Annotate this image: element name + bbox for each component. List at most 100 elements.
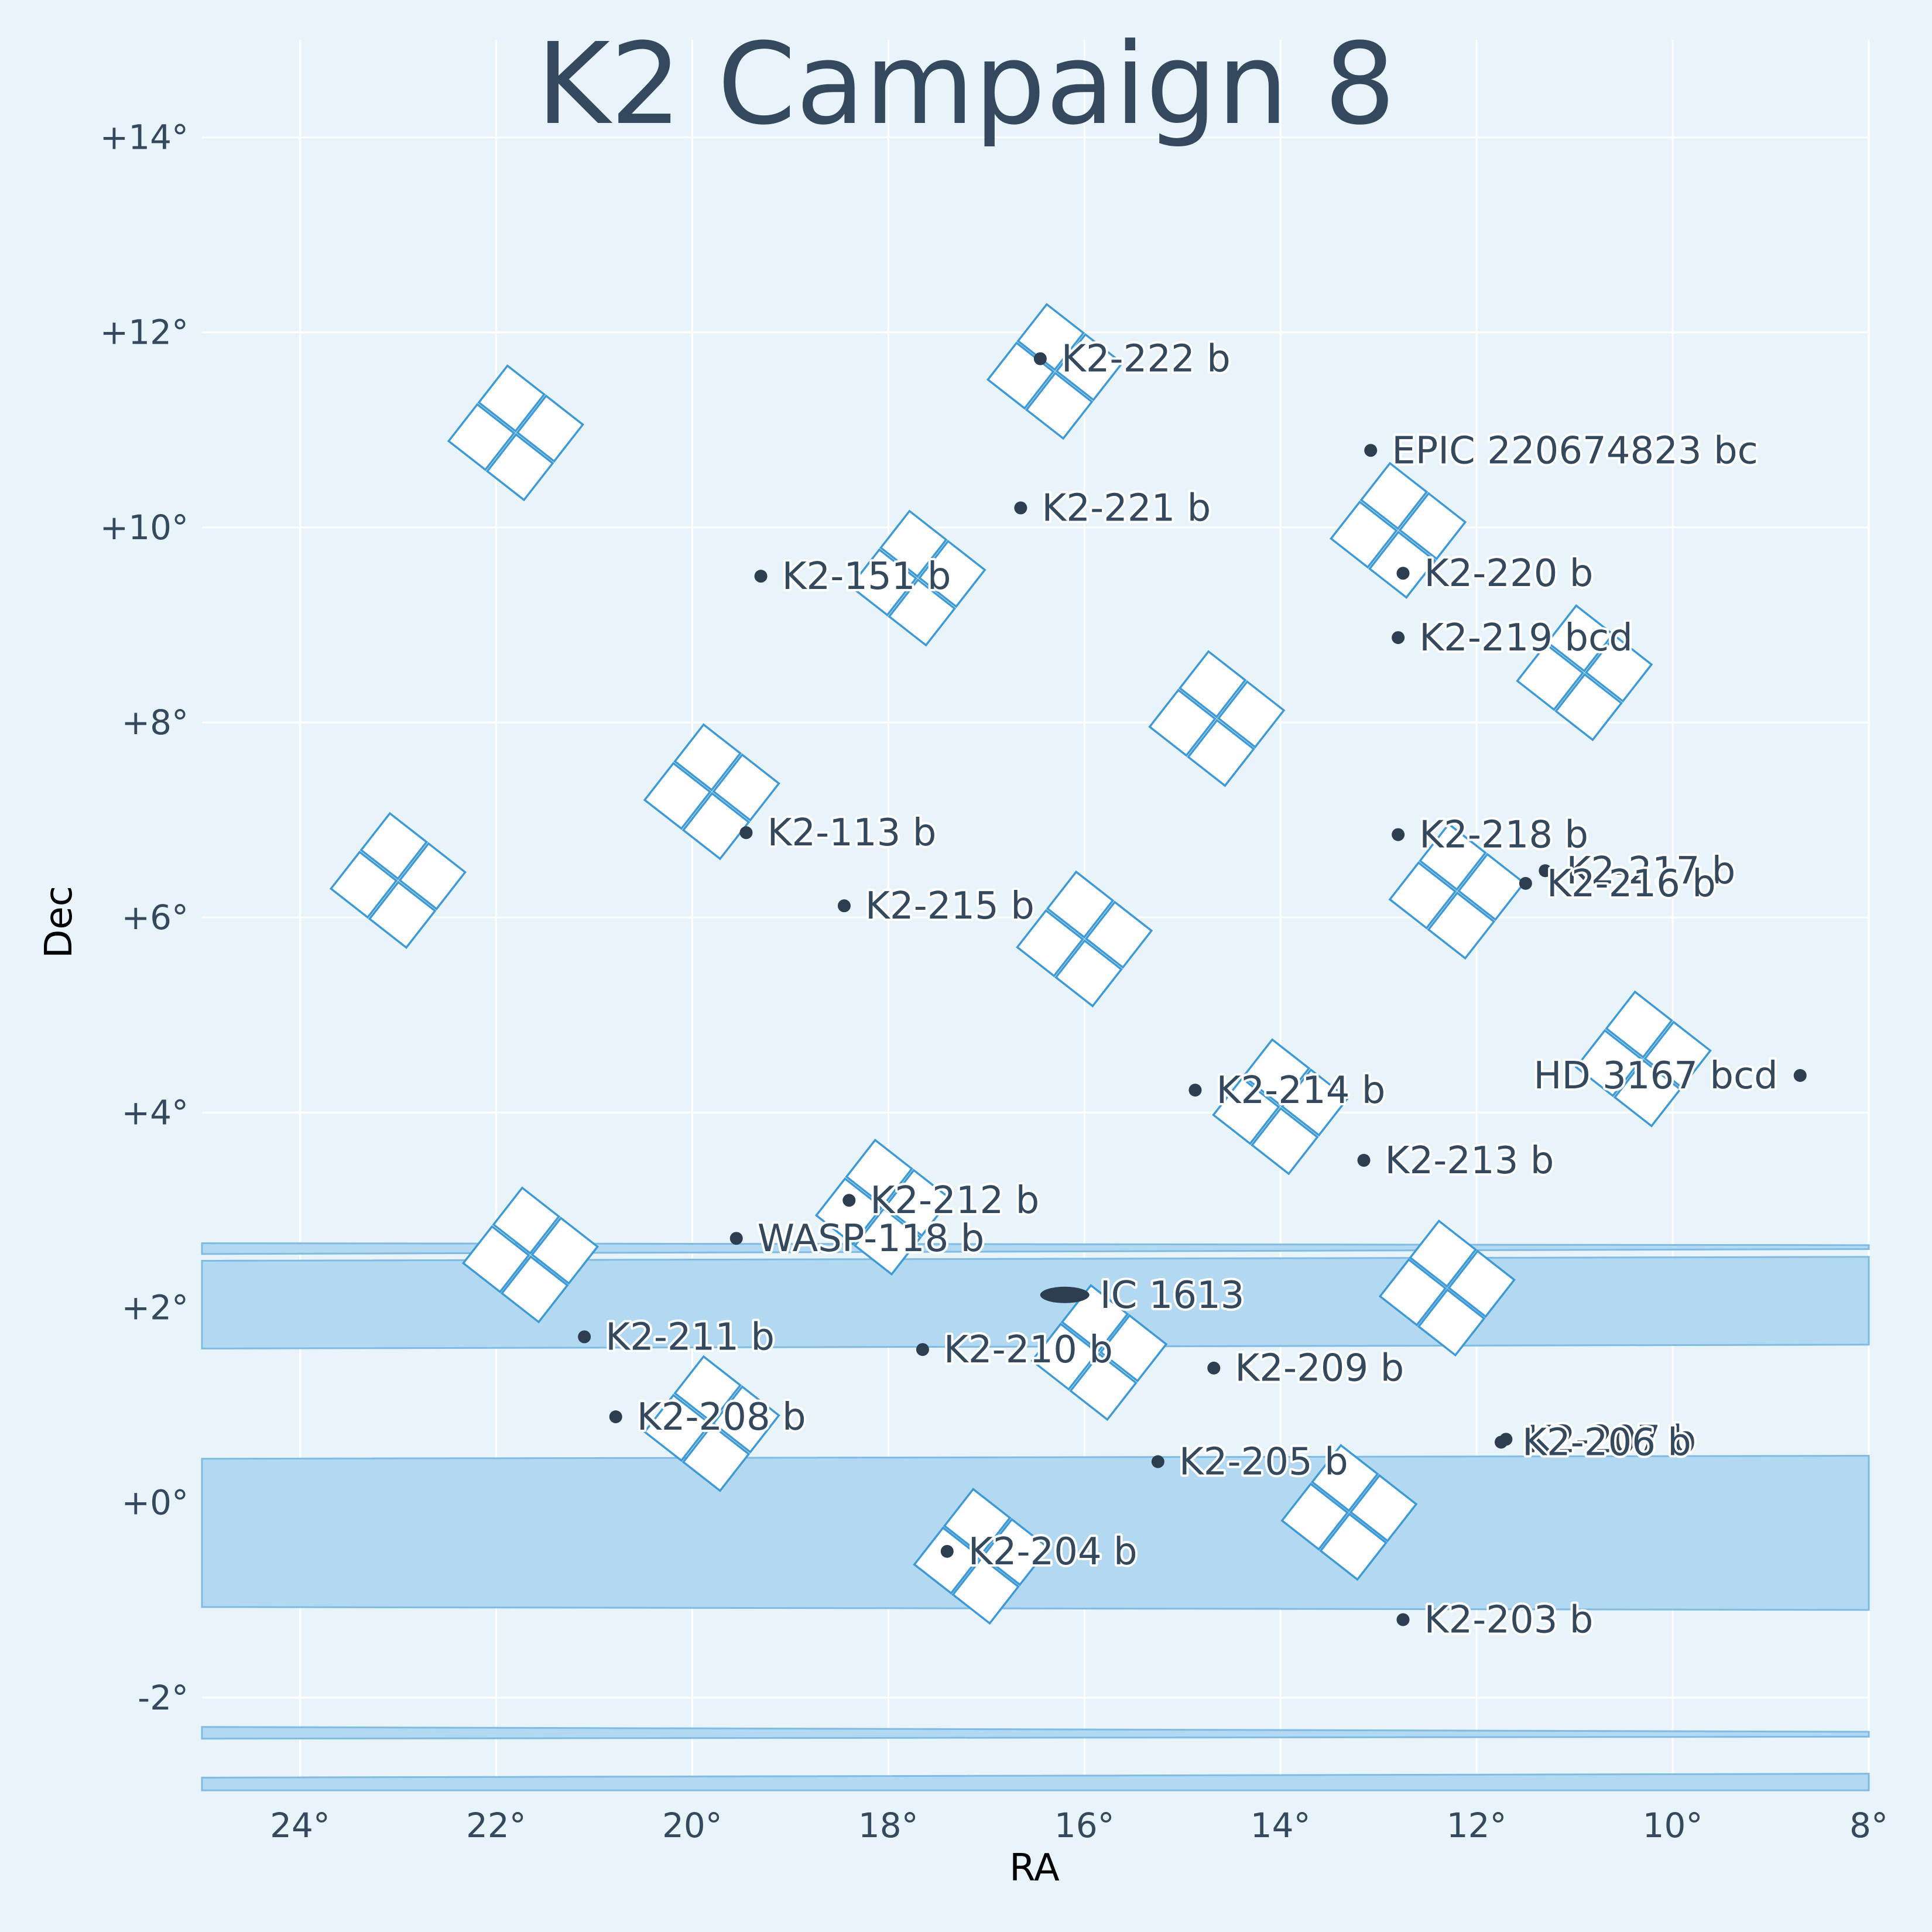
ccd-channel [1251, 1107, 1319, 1176]
planet-label: K2-205 b [1179, 1441, 1348, 1484]
ccd-module [1330, 461, 1467, 599]
x-tick-label: 24° [270, 1806, 330, 1845]
marker-layer: IC 1613 K2-222 b EPIC 220674823 bc K2-221 b… [578, 335, 1807, 1644]
planet-marker [1188, 1084, 1202, 1097]
planet-label: K2-207 b [1527, 1418, 1696, 1461]
ccd-channel [485, 433, 554, 502]
ccd-module [1148, 650, 1286, 787]
planet-label: EPIC 220674823 bc [1392, 429, 1758, 472]
ccd-module [1212, 1038, 1349, 1176]
ccd-channel [1643, 1020, 1712, 1089]
planet-label: K2-209 b [1235, 1347, 1404, 1390]
ccd-channel [1584, 634, 1653, 703]
ccd-channel [329, 850, 398, 919]
ccd-channel [359, 811, 429, 881]
planet-marker [1151, 1455, 1164, 1468]
ccd-channel [1574, 1029, 1643, 1098]
ccd-channel [461, 1225, 530, 1294]
ccd-module [1378, 1220, 1516, 1357]
ccd-channel [1030, 1323, 1099, 1391]
ccd-channel [673, 1355, 742, 1424]
ccd-channel [516, 394, 584, 463]
planet-marker [729, 1232, 743, 1245]
ccd-channel [951, 1556, 1020, 1625]
x-tick-label: 8° [1849, 1806, 1888, 1845]
x-tick-label: 16° [1054, 1806, 1115, 1845]
planet-marker [1357, 1153, 1371, 1167]
ccd-channel [673, 723, 742, 792]
ccd-channel [368, 881, 437, 949]
ccd-channel [913, 1526, 981, 1595]
y-tick-label: +2° [122, 1287, 189, 1327]
ccd-channel [681, 1424, 751, 1492]
chart-title: K2 Campaign 8 [536, 19, 1395, 150]
planet-label: K2-210 b [944, 1328, 1113, 1372]
y-tick-label: +14° [100, 118, 189, 157]
ccd-channel [849, 548, 918, 616]
ccd-channel [1178, 650, 1247, 718]
planet-label: K2-216 b [1547, 862, 1716, 906]
ccd-channel [398, 842, 467, 910]
x-tick-label: 20° [662, 1806, 722, 1845]
ccd-channel [1054, 939, 1123, 1008]
ccd-channel [1427, 891, 1496, 960]
ccd-module [643, 723, 780, 861]
planet-label: K2-222 b [1061, 338, 1231, 381]
planet-marker [1494, 1436, 1508, 1449]
planet-marker [916, 1343, 929, 1356]
ccd-channel [918, 539, 986, 608]
ccd-module [1574, 990, 1712, 1128]
ccd-channel [1409, 1220, 1477, 1288]
ccd-channel [1447, 1249, 1516, 1318]
sky-band [201, 1455, 1870, 1611]
galaxy-marker [1040, 1286, 1090, 1303]
ccd-channel [1217, 680, 1286, 749]
y-axis-label: Dec [37, 886, 81, 958]
x-tick-label: 10° [1643, 1806, 1703, 1845]
planet-marker [609, 1410, 622, 1424]
ccd-module [913, 1488, 1050, 1625]
planet-marker [1539, 864, 1552, 878]
ccd-module [329, 811, 467, 949]
ccd-channel [1516, 642, 1584, 711]
y-tick-label: +8° [122, 703, 189, 742]
x-axis-label: RA [1009, 1847, 1060, 1890]
planet-label: K2-203 b [1424, 1598, 1594, 1642]
ccd-channel [500, 1255, 569, 1324]
ccd-channel [879, 509, 948, 578]
ccd-channel [814, 1177, 883, 1246]
ccd-module [643, 1355, 780, 1492]
ccd-module [986, 303, 1124, 440]
planet-label: K2-217 b [1566, 849, 1735, 893]
planet-marker [1519, 876, 1532, 890]
planet-label: K2-212 b [870, 1179, 1039, 1222]
planet-marker [1793, 1069, 1807, 1083]
planet-marker [842, 1194, 856, 1207]
ccd-module [1388, 823, 1526, 960]
ccd-channel [1419, 823, 1487, 891]
x-tick-label: 18° [858, 1806, 919, 1845]
planet-marker [1396, 1613, 1410, 1626]
ccd-channel [981, 1517, 1050, 1587]
ccd-module [1030, 1284, 1168, 1421]
y-tick-label: +6° [122, 898, 189, 937]
ccd-channel [1148, 688, 1217, 757]
ccd-module [447, 364, 584, 502]
ccd-channel [1319, 1512, 1388, 1581]
ccd-channel [1280, 1068, 1349, 1137]
sky-band [201, 1726, 1870, 1740]
tick-layer: 24° 22° 20° 18° 16° 14° 12° 10° 8° +14° +12° +10° +8… [100, 118, 1888, 1845]
ccd-channel [477, 364, 546, 433]
planet-label: K2-219 bcd [1419, 616, 1633, 660]
ccd-channel [1398, 492, 1467, 560]
x-tick-label: 22° [466, 1806, 526, 1845]
ccd-module [1016, 870, 1153, 1008]
ccd-module [849, 509, 986, 647]
planet-marker [739, 826, 753, 840]
planet-marker [754, 570, 768, 583]
ccd-channel [643, 1393, 712, 1462]
planet-label: WASP-118 b [758, 1217, 985, 1260]
planet-label: K2-204 b [968, 1530, 1138, 1574]
ccd-channel [1359, 461, 1429, 530]
